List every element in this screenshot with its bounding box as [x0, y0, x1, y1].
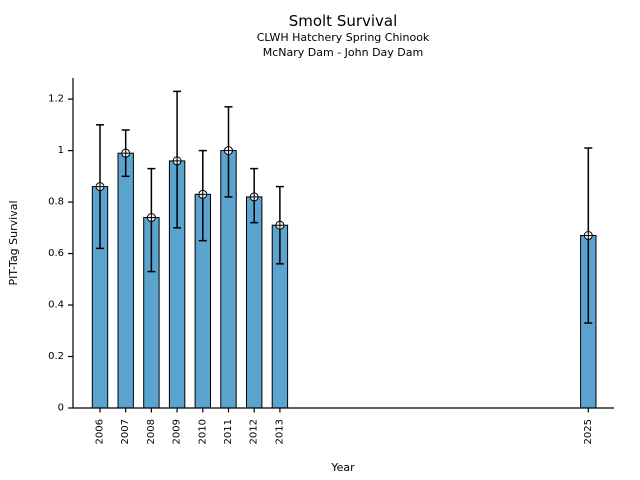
- y-tick-label-0.8: 0.8: [48, 197, 64, 208]
- x-tick-label-2009: 2009: [172, 419, 183, 444]
- x-tick-label-2010: 2010: [197, 419, 208, 444]
- chart-subtitle-line1: CLWH Hatchery Spring Chinook: [257, 31, 430, 44]
- y-axis-label: PIT-Tag Survival: [7, 200, 20, 285]
- x-tick-label-2012: 2012: [249, 419, 260, 444]
- y-tick-label-0.2: 0.2: [48, 351, 64, 362]
- y-tick-label-1.2: 1.2: [48, 94, 64, 105]
- x-tick-label-2011: 2011: [223, 419, 234, 444]
- x-tick-label-2006: 2006: [94, 419, 105, 444]
- bar-2012: [246, 196, 263, 409]
- x-tick-label-2025: 2025: [583, 419, 594, 444]
- x-tick-label-2008: 2008: [146, 419, 157, 444]
- plot-area: 0 0.2 0.4 0.6 0.8 1 1.2 2006 2007 2008 2009 2010 201…: [48, 78, 614, 444]
- y-tick-label-0.6: 0.6: [48, 248, 64, 259]
- chart-title: Smolt Survival: [289, 12, 398, 30]
- chart-subtitle-line2: McNary Dam - John Day Dam: [263, 46, 423, 59]
- x-tick-label-2007: 2007: [120, 419, 131, 444]
- y-tick-label-0.4: 0.4: [48, 300, 64, 311]
- y-tick-label-0: 0: [58, 403, 64, 414]
- bar-2007: [117, 152, 134, 409]
- y-tick-label-1: 1: [58, 145, 64, 156]
- x-axis-label: Year: [330, 461, 355, 474]
- x-tick-label-2013: 2013: [274, 419, 285, 444]
